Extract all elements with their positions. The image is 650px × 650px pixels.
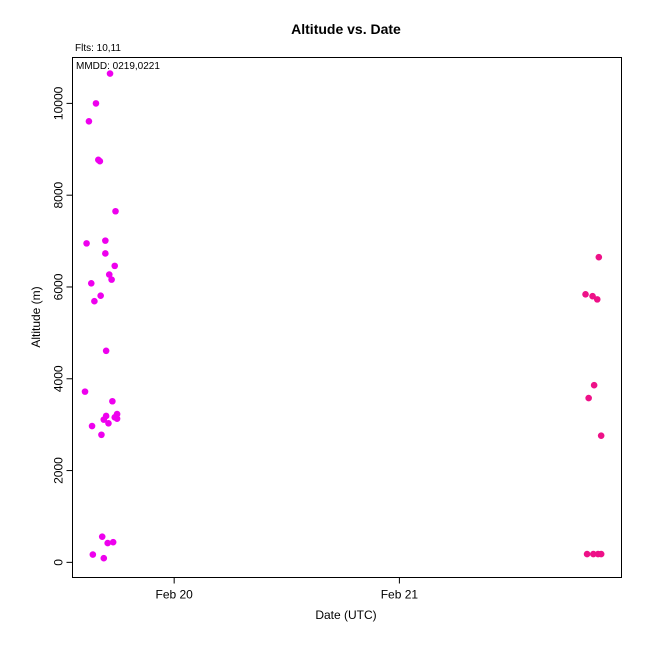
data-point-series-2: [595, 253, 603, 261]
data-point-series-1: [113, 410, 121, 418]
data-point-series-1: [98, 533, 106, 540]
plot-frame: [72, 57, 622, 578]
data-point-series-1: [102, 237, 109, 244]
data-point-series-1: [102, 250, 109, 257]
x-axis-label: Date (UTC): [315, 608, 376, 622]
data-point-series-2: [589, 292, 596, 300]
data-point-series-1: [88, 422, 96, 430]
data-point-series-1: [83, 240, 90, 247]
x-tick-label: Feb 21: [381, 588, 419, 602]
chart-title: Altitude vs. Date: [291, 21, 401, 37]
data-point-series-1: [109, 538, 117, 546]
data-point-series-1: [96, 157, 104, 165]
data-point-series-2: [593, 296, 601, 303]
data-point-series-2: [583, 550, 591, 558]
data-point-series-2: [582, 291, 589, 298]
data-point-series-1: [102, 347, 110, 355]
y-tick-label: 4000: [52, 365, 66, 392]
y-axis-label: Altitude (m): [29, 286, 43, 347]
data-point-series-2: [585, 394, 592, 402]
y-tick-label: 0: [52, 559, 66, 566]
data-point-series-1: [106, 70, 114, 77]
data-point-series-1: [111, 262, 119, 270]
data-point-series-1: [104, 539, 111, 547]
data-point-series-1: [89, 551, 97, 558]
data-point-series-1: [81, 388, 89, 395]
dates-annotation: MMDD: 0219,0221: [76, 61, 160, 72]
data-point-series-1: [92, 100, 100, 107]
data-point-series-1: [113, 415, 121, 423]
data-point-series-1: [112, 207, 119, 215]
y-tick-label: 10000: [52, 86, 66, 120]
x-axis: Feb 20 Feb 21: [155, 577, 419, 602]
data-point-series-1: [100, 554, 108, 562]
data-point-series-1: [109, 397, 116, 405]
y-tick-label: 8000: [52, 182, 66, 209]
y-tick-label: 6000: [52, 273, 66, 300]
data-point-series-1: [85, 117, 93, 125]
data-point-series-1: [108, 276, 115, 283]
y-tick-label: 2000: [52, 457, 66, 484]
data-point-series-2: [590, 381, 598, 389]
data-points: [81, 70, 605, 562]
data-point-series-2: [597, 550, 605, 558]
data-point-series-1: [98, 431, 105, 439]
data-point-series-1: [105, 419, 112, 427]
data-point-series-1: [105, 271, 113, 278]
data-point-series-2: [590, 550, 597, 558]
data-point-series-1: [97, 292, 104, 299]
flights-annotation: Flts: 10,11: [75, 43, 121, 54]
x-tick-label: Feb 20: [155, 588, 193, 602]
y-axis: 0 2000 4000 6000 8000 10000: [52, 86, 73, 566]
data-point-series-1: [91, 297, 98, 305]
data-point-series-1: [87, 280, 95, 287]
data-point-series-1: [102, 412, 110, 420]
data-point-series-2: [597, 432, 605, 439]
